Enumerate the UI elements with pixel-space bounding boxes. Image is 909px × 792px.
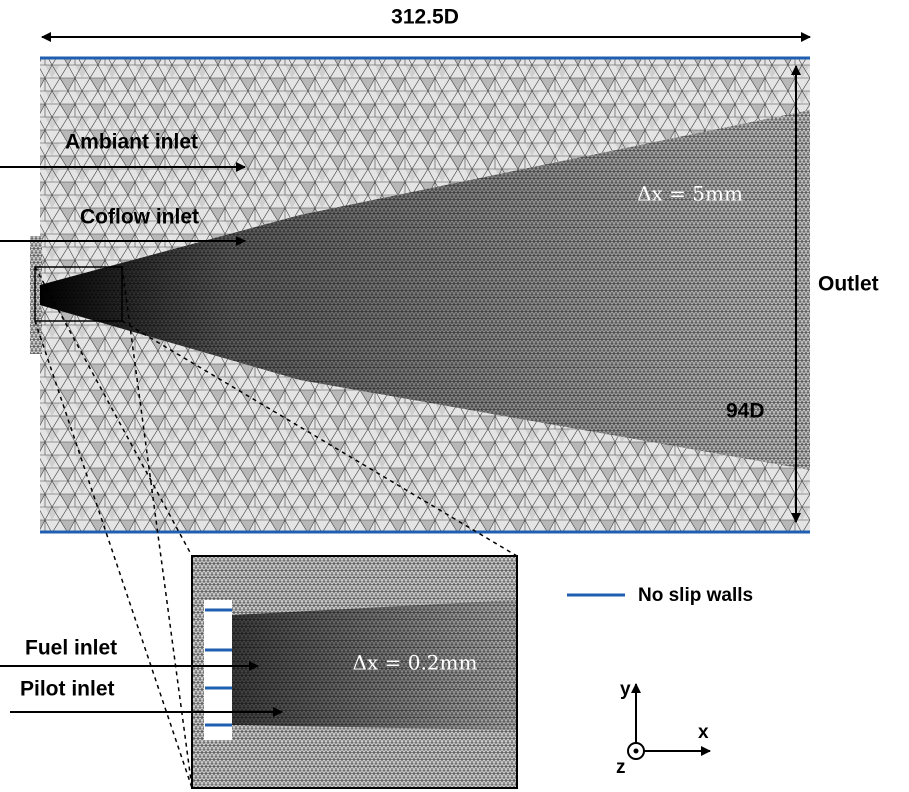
height-label: 94D: [726, 400, 765, 423]
width-label: 312.5D: [391, 6, 459, 29]
ambient-label: Ambiant inlet: [65, 131, 198, 154]
coarse-resolution: Δx = 5mm: [637, 182, 743, 206]
inset-walls: [205, 608, 232, 727]
zoom-lines: [34, 266, 518, 789]
nozzle-mesh: [30, 236, 42, 354]
x-axis-label: x: [698, 722, 709, 743]
legend-label: No slip walls: [638, 585, 753, 606]
outlet-label: Outlet: [818, 273, 879, 296]
zoom-box: [34, 266, 123, 322]
y-axis-label: y: [620, 679, 631, 700]
coflow-label: Coflow inlet: [80, 206, 199, 229]
inset: [192, 556, 517, 788]
fuel-label: Fuel inlet: [25, 637, 117, 660]
pilot-label: Pilot inlet: [20, 678, 115, 701]
z-axis-dot: [633, 748, 639, 754]
mesh-density: [40, 110, 810, 470]
z-axis-label: z: [616, 757, 626, 778]
fine-resolution: Δx = 0.2mm: [353, 651, 478, 675]
inset-frame: [191, 555, 518, 789]
